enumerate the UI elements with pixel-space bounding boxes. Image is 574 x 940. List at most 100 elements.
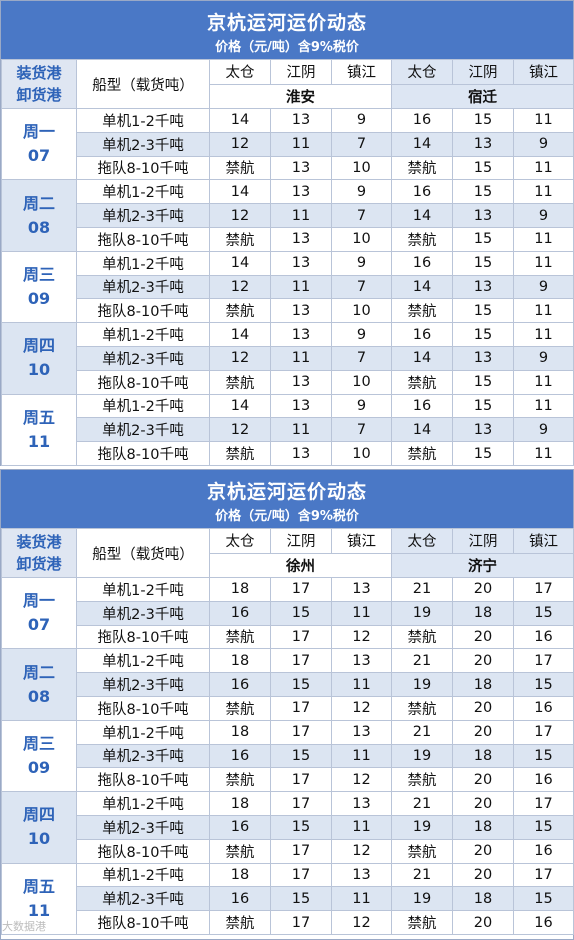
price-cell: 16	[513, 624, 574, 650]
ship-type-cell: 拖队8-10千吨	[76, 369, 210, 395]
table-row: 拖队8-10千吨 禁航 13 10 禁航 15 11	[2, 441, 574, 466]
weekday-label: 周一	[22, 122, 55, 142]
price-cell: 9	[513, 274, 574, 300]
price-cell: 禁航	[209, 155, 271, 181]
price-cell: 15	[452, 108, 514, 133]
price-cell: 禁航	[391, 441, 453, 466]
weekday-label: 周二	[22, 662, 55, 682]
price-cell: 16	[391, 393, 453, 419]
price-cell: 14	[391, 274, 453, 300]
table-row: 周五 11 单机1-2千吨 14 13 9 16 15 11	[1, 393, 574, 466]
price-cell: 21	[391, 791, 453, 816]
price-cell: 9	[513, 345, 574, 371]
price-cell: 11	[331, 600, 392, 626]
destination-header: 宿迁	[391, 83, 574, 109]
price-cell: 15	[452, 441, 514, 466]
price-cell: 11	[513, 226, 574, 252]
weekday-label: 周三	[22, 733, 55, 753]
watermark: 大数据港	[2, 920, 46, 933]
weekday-label: 周一	[22, 591, 55, 611]
header-row-destinations: 淮安 宿迁	[2, 83, 574, 109]
table-row: 拖队8-10千吨 禁航 17 12 禁航 20 16	[2, 767, 574, 793]
port-label-cell: 装货港 卸货港	[1, 528, 77, 578]
unload-port-label: 卸货港	[16, 555, 62, 573]
price-cell: 禁航	[391, 767, 453, 793]
price-cell: 11	[513, 322, 574, 347]
price-cell: 11	[513, 108, 574, 133]
panel-title-bar: 京杭运河运价动态 价格（元/吨）含9%税价	[1, 1, 573, 59]
price-cell: 14	[209, 250, 271, 276]
price-cell: 16	[513, 838, 574, 864]
load-port-header: 太仓	[209, 528, 271, 554]
price-cell: 13	[331, 719, 392, 745]
price-cell: 20	[452, 695, 514, 721]
ship-type-cell: 拖队8-10千吨	[76, 910, 210, 935]
weekday-label: 周二	[22, 193, 55, 213]
price-cell: 13	[452, 203, 514, 228]
price-cell: 15	[452, 322, 514, 347]
price-cell: 9	[331, 250, 392, 276]
load-port-header: 江阴	[270, 528, 332, 554]
day-cell: 周二 08	[1, 179, 77, 252]
weekday-label: 周四	[22, 336, 55, 356]
price-cell: 21	[391, 862, 453, 888]
panel-title-bar: 京杭运河运价动态 价格（元/吨）含9%税价	[1, 470, 573, 528]
price-cell: 20	[452, 910, 514, 935]
price-cell: 13	[331, 648, 392, 674]
price-cell: 14	[391, 203, 453, 228]
price-cell: 17	[270, 791, 332, 816]
port-label-cell: 装货港 卸货港	[1, 59, 77, 109]
ship-type-cell: 单机1-2千吨	[76, 577, 210, 602]
price-cell: 13	[270, 298, 332, 324]
price-cell: 13	[270, 155, 332, 181]
table-row: 周一 07 单机1-2千吨 18 17 13 21 20 17	[1, 576, 574, 650]
price-cell: 9	[331, 108, 392, 133]
price-cell: 11	[513, 298, 574, 324]
price-cell: 15	[270, 743, 332, 769]
price-cell: 15	[452, 226, 514, 252]
price-cell: 18	[209, 648, 271, 674]
ship-type-cell: 单机2-3千吨	[76, 814, 210, 840]
price-cell: 20	[452, 648, 514, 674]
price-cell: 13	[270, 322, 332, 347]
ship-type-cell: 单机1-2千吨	[76, 108, 210, 133]
price-cell: 9	[513, 131, 574, 157]
day-cell: 周一 07	[1, 576, 77, 650]
weekday-label: 周五	[22, 876, 55, 896]
price-cell: 20	[452, 791, 514, 816]
price-cell: 21	[391, 577, 453, 602]
day-cell: 周四 10	[1, 322, 77, 395]
load-port-header: 镇江	[513, 59, 574, 85]
price-cell: 17	[270, 767, 332, 793]
table-row: 周四 10 单机1-2千吨 18 17 13 21 20 17	[1, 791, 574, 864]
ship-type-cell: 单机1-2千吨	[76, 791, 210, 816]
price-cell: 16	[209, 886, 271, 912]
price-cell: 17	[513, 791, 574, 816]
table-row: 单机2-3千吨 16 15 11 19 18 15	[2, 886, 574, 912]
price-cell: 11	[331, 743, 392, 769]
date-label: 08	[27, 217, 51, 237]
header-row-load-ports: 装货港 卸货港 船型（载货吨） 太仓 江阴 镇江 太仓 江阴 镇江	[1, 528, 574, 578]
day-cell: 周四 10	[1, 791, 77, 864]
price-cell: 7	[331, 131, 392, 157]
price-cell: 7	[331, 274, 392, 300]
load-port-header: 镇江	[331, 528, 392, 554]
ship-type-cell: 拖队8-10千吨	[76, 155, 210, 181]
ship-type-cell: 拖队8-10千吨	[76, 441, 210, 466]
freight-panel-xuzhou-jining: 京杭运河运价动态 价格（元/吨）含9%税价 装货港 卸货港 船型（载货吨） 太仓 江阴镇…	[0, 469, 574, 940]
price-cell: 15	[452, 179, 514, 205]
price-cell: 20	[452, 719, 514, 745]
price-cell: 18	[452, 743, 514, 769]
ship-type-cell: 单机2-3千吨	[76, 417, 210, 443]
price-cell: 11	[270, 203, 332, 228]
price-cell: 13	[452, 417, 514, 443]
price-cell: 18	[452, 600, 514, 626]
price-cell: 10	[331, 226, 392, 252]
price-cell: 禁航	[209, 441, 271, 466]
price-cell: 11	[513, 250, 574, 276]
price-cell: 15	[270, 672, 332, 697]
ship-type-cell: 单机1-2千吨	[76, 862, 210, 888]
table-row: 周五 11 单机1-2千吨 18 17 13 21 20 17	[1, 862, 574, 935]
ship-type-cell: 拖队8-10千吨	[76, 695, 210, 721]
table-row: 单机2-3千吨 16 15 11 19 18 15	[2, 814, 574, 840]
